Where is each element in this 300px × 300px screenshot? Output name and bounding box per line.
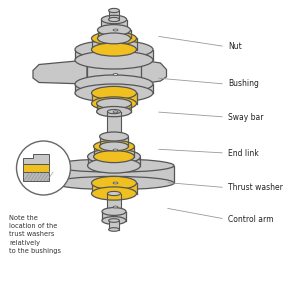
Bar xyxy=(94,146,134,157)
Ellipse shape xyxy=(113,206,118,208)
Ellipse shape xyxy=(101,15,127,24)
Ellipse shape xyxy=(54,159,174,172)
Ellipse shape xyxy=(75,51,153,69)
Ellipse shape xyxy=(109,228,119,231)
Bar xyxy=(92,38,136,50)
Bar xyxy=(87,60,141,84)
Bar xyxy=(107,112,121,136)
Ellipse shape xyxy=(109,8,119,13)
Bar xyxy=(23,172,49,181)
Ellipse shape xyxy=(92,187,136,200)
Ellipse shape xyxy=(92,97,136,110)
Ellipse shape xyxy=(102,208,126,215)
Bar xyxy=(92,93,136,104)
Bar xyxy=(98,30,130,38)
Ellipse shape xyxy=(97,106,131,117)
Bar xyxy=(101,20,127,30)
Ellipse shape xyxy=(54,176,174,190)
Ellipse shape xyxy=(75,40,153,58)
Text: Control arm: Control arm xyxy=(228,214,274,224)
Ellipse shape xyxy=(113,29,118,31)
Text: End link: End link xyxy=(228,148,259,158)
Bar xyxy=(23,164,49,172)
Bar xyxy=(75,50,153,60)
Ellipse shape xyxy=(92,43,136,56)
Ellipse shape xyxy=(75,84,153,102)
Ellipse shape xyxy=(100,132,128,141)
Ellipse shape xyxy=(107,209,121,214)
Bar xyxy=(100,136,128,146)
Ellipse shape xyxy=(113,111,118,113)
Ellipse shape xyxy=(107,191,121,196)
Ellipse shape xyxy=(88,149,140,164)
Bar xyxy=(75,84,153,93)
Ellipse shape xyxy=(113,74,118,75)
Polygon shape xyxy=(23,154,49,164)
Bar xyxy=(102,212,126,220)
Bar xyxy=(107,194,121,211)
Ellipse shape xyxy=(75,75,153,93)
Ellipse shape xyxy=(109,219,119,222)
Bar xyxy=(109,11,119,20)
Ellipse shape xyxy=(98,25,130,35)
Bar xyxy=(54,166,174,183)
Text: Bushing: Bushing xyxy=(228,80,259,88)
Ellipse shape xyxy=(113,149,118,151)
Ellipse shape xyxy=(109,17,119,22)
Ellipse shape xyxy=(94,151,134,163)
Circle shape xyxy=(16,141,70,195)
Ellipse shape xyxy=(100,142,128,151)
Polygon shape xyxy=(141,60,167,84)
Ellipse shape xyxy=(107,110,121,114)
Ellipse shape xyxy=(92,86,136,100)
Ellipse shape xyxy=(101,26,127,34)
Ellipse shape xyxy=(92,32,136,45)
Ellipse shape xyxy=(88,158,140,173)
Ellipse shape xyxy=(92,176,136,190)
Ellipse shape xyxy=(97,98,131,109)
Ellipse shape xyxy=(98,33,130,44)
Bar xyxy=(88,157,140,166)
Text: Nut: Nut xyxy=(228,42,242,51)
Ellipse shape xyxy=(113,182,118,184)
Bar xyxy=(92,183,136,194)
Ellipse shape xyxy=(87,52,141,68)
Ellipse shape xyxy=(87,76,141,92)
Ellipse shape xyxy=(94,140,134,152)
Text: Note the
location of the
trust washers
relatively
to the bushings: Note the location of the trust washers r… xyxy=(9,214,61,254)
Ellipse shape xyxy=(102,217,126,224)
Ellipse shape xyxy=(107,134,121,139)
Bar xyxy=(109,220,119,230)
Text: Sway bar: Sway bar xyxy=(228,112,263,122)
Bar xyxy=(97,103,131,112)
Polygon shape xyxy=(33,60,87,84)
Text: Thrust washer: Thrust washer xyxy=(228,183,283,192)
